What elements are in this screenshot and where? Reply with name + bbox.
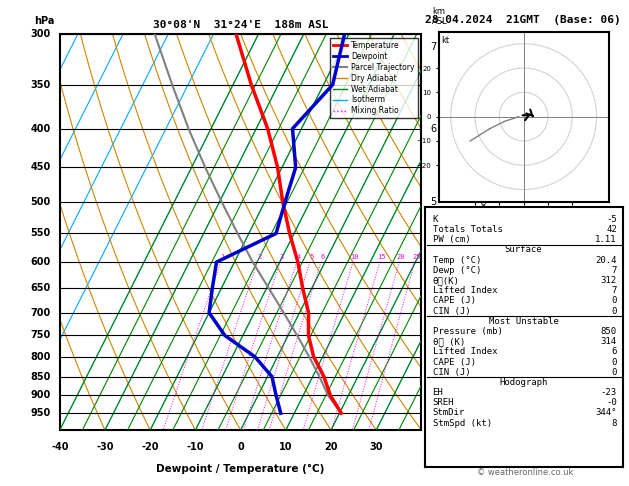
Text: 450: 450 — [30, 162, 51, 173]
Text: 312: 312 — [601, 276, 617, 285]
Text: 400: 400 — [30, 123, 51, 134]
Text: PW (cm): PW (cm) — [433, 235, 470, 244]
Text: 550: 550 — [30, 228, 51, 239]
Text: Totals Totals: Totals Totals — [433, 225, 503, 234]
Text: -40: -40 — [51, 442, 69, 452]
Text: hPa: hPa — [35, 16, 55, 26]
Text: 850: 850 — [601, 327, 617, 336]
Text: Surface: Surface — [505, 245, 542, 255]
Text: Most Unstable: Most Unstable — [489, 317, 559, 326]
Text: -23: -23 — [601, 388, 617, 397]
Text: CIN (J): CIN (J) — [433, 307, 470, 315]
Text: 0: 0 — [611, 307, 617, 315]
Text: SREH: SREH — [433, 398, 454, 407]
Text: Temp (°C): Temp (°C) — [433, 256, 481, 265]
Text: 10: 10 — [279, 442, 292, 452]
Text: km
ASL: km ASL — [432, 7, 448, 26]
Text: 2: 2 — [430, 352, 437, 363]
Text: 700: 700 — [30, 308, 51, 318]
Text: StmDir: StmDir — [433, 408, 465, 417]
Text: 900: 900 — [30, 390, 51, 400]
Text: Lifted Index: Lifted Index — [433, 286, 497, 295]
Text: CIN (J): CIN (J) — [433, 368, 470, 377]
Text: 25: 25 — [412, 254, 421, 260]
Text: Dewpoint / Temperature (°C): Dewpoint / Temperature (°C) — [157, 464, 325, 474]
Legend: Temperature, Dewpoint, Parcel Trajectory, Dry Adiabat, Wet Adiabat, Isotherm, Mi: Temperature, Dewpoint, Parcel Trajectory… — [330, 38, 418, 119]
Text: 30: 30 — [369, 442, 383, 452]
Text: 20: 20 — [325, 442, 338, 452]
Text: -30: -30 — [96, 442, 114, 452]
Text: Lifted Index: Lifted Index — [433, 347, 497, 356]
Text: -20: -20 — [142, 442, 159, 452]
Text: -0: -0 — [606, 398, 617, 407]
Text: EH: EH — [433, 388, 443, 397]
Text: θᴇ(K): θᴇ(K) — [433, 276, 459, 285]
Text: 650: 650 — [30, 283, 51, 294]
Text: Dewp (°C): Dewp (°C) — [433, 266, 481, 275]
Text: 350: 350 — [30, 80, 51, 90]
Text: 20: 20 — [397, 254, 405, 260]
Text: 28.04.2024  21GMT  (Base: 06): 28.04.2024 21GMT (Base: 06) — [425, 15, 620, 25]
Text: 5: 5 — [309, 254, 314, 260]
Text: -5: -5 — [606, 215, 617, 224]
Text: 8: 8 — [611, 418, 617, 428]
Text: 6: 6 — [430, 123, 437, 134]
Text: 0: 0 — [611, 358, 617, 366]
Text: CAPE (J): CAPE (J) — [433, 296, 476, 305]
Text: Pressure (mb): Pressure (mb) — [433, 327, 503, 336]
Text: 7: 7 — [430, 42, 437, 52]
Text: 1.11: 1.11 — [595, 235, 617, 244]
Text: 500: 500 — [30, 197, 51, 207]
Text: 0: 0 — [611, 296, 617, 305]
Text: -10: -10 — [187, 442, 204, 452]
Text: θᴇ (K): θᴇ (K) — [433, 337, 465, 346]
Text: 3: 3 — [280, 254, 284, 260]
Text: K: K — [433, 215, 438, 224]
Text: 10: 10 — [350, 254, 359, 260]
Text: 1: 1 — [221, 254, 225, 260]
Text: 950: 950 — [30, 408, 51, 418]
Text: 850: 850 — [30, 372, 51, 382]
Text: kt: kt — [441, 36, 449, 46]
Text: 300: 300 — [30, 29, 51, 39]
Text: 4: 4 — [296, 254, 301, 260]
Text: Hodograph: Hodograph — [499, 378, 548, 387]
Text: 1: 1 — [430, 390, 437, 400]
Text: © weatheronline.co.uk: © weatheronline.co.uk — [477, 468, 574, 477]
Text: 7: 7 — [611, 266, 617, 275]
Text: 800: 800 — [30, 352, 51, 362]
Text: StmSpd (kt): StmSpd (kt) — [433, 418, 492, 428]
Text: 600: 600 — [30, 257, 51, 267]
Text: 314: 314 — [601, 337, 617, 346]
Text: 6: 6 — [321, 254, 325, 260]
Text: 2: 2 — [257, 254, 262, 260]
Text: Mixing Ratio (g/kg): Mixing Ratio (g/kg) — [479, 192, 487, 272]
Text: 0: 0 — [237, 442, 244, 452]
Text: CAPE (J): CAPE (J) — [433, 358, 476, 366]
Text: 750: 750 — [30, 330, 51, 341]
Text: 20.4: 20.4 — [595, 256, 617, 265]
Text: 7: 7 — [611, 286, 617, 295]
Text: 6: 6 — [611, 347, 617, 356]
Text: 42: 42 — [606, 225, 617, 234]
Text: 5: 5 — [430, 197, 437, 207]
Title: 30°08'N  31°24'E  188m ASL: 30°08'N 31°24'E 188m ASL — [153, 20, 328, 31]
Text: 4: 4 — [430, 255, 437, 265]
Text: 15: 15 — [377, 254, 386, 260]
Text: 3: 3 — [430, 308, 437, 318]
Text: LCL: LCL — [430, 353, 444, 362]
Text: 344°: 344° — [595, 408, 617, 417]
Text: 0: 0 — [611, 368, 617, 377]
